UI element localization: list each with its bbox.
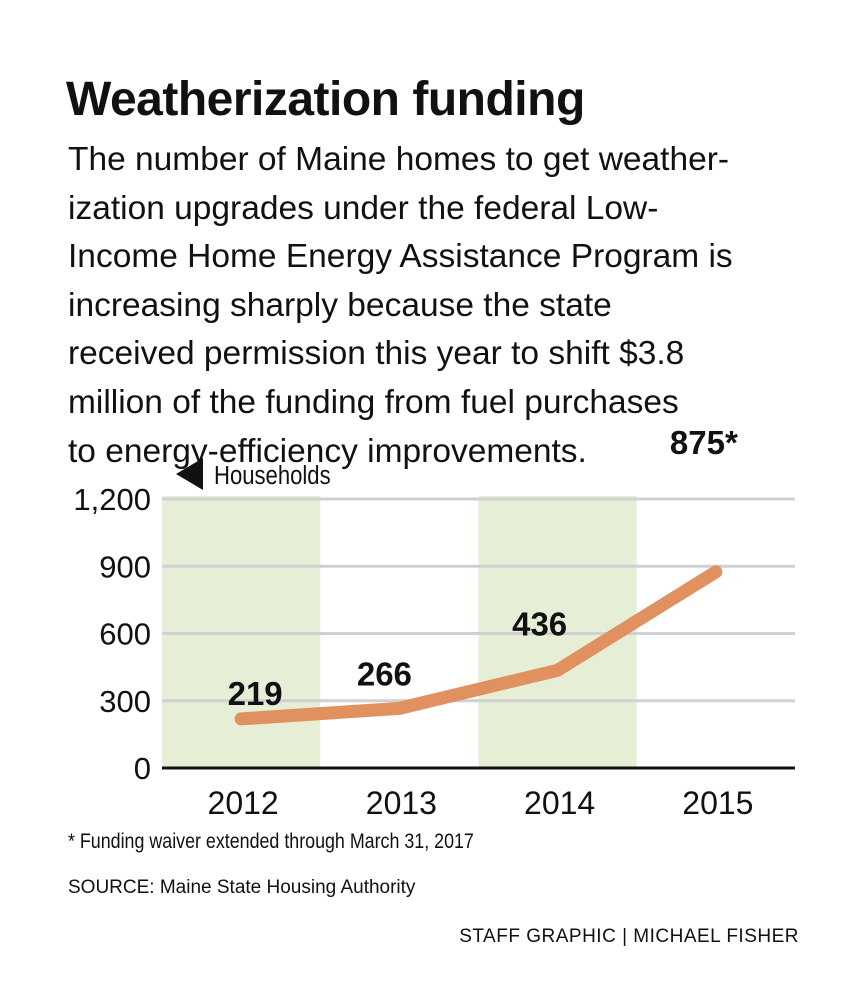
chart-title: Weatherization funding — [66, 73, 585, 126]
data-label: 219 — [228, 675, 283, 712]
data-label: 436 — [512, 605, 567, 642]
footnote: * Funding waiver extended through March … — [68, 830, 474, 853]
y-tick-label: 900 — [99, 549, 151, 584]
description-line: million of the funding from fuel purchas… — [68, 383, 679, 421]
data-label: 266 — [357, 655, 412, 692]
data-label: 875* — [670, 424, 738, 461]
y-tick-label: 1,200 — [73, 482, 151, 517]
description-line: to energy-efficiency improvements. — [68, 432, 587, 470]
arrow-left-icon — [176, 458, 203, 490]
x-tick-label: 2015 — [682, 785, 753, 821]
y-tick-label: 0 — [134, 751, 151, 786]
chart-description: The number of Maine homes to get weather… — [68, 136, 828, 476]
x-tick-label: 2013 — [366, 785, 437, 821]
description-line: The number of Maine homes to get weather… — [68, 141, 730, 178]
description-line: ization upgrades under the federal Low- — [68, 189, 659, 227]
x-tick-label: 2014 — [524, 785, 595, 821]
y-axis-label: Households — [214, 461, 331, 490]
y-tick-label: 600 — [99, 617, 151, 652]
source-note: SOURCE: Maine State Housing Authority — [68, 877, 416, 898]
description-line: increasing sharply because the state — [68, 286, 612, 324]
description-line: Income Home Energy Assistance Program is — [68, 238, 733, 276]
credit: STAFF GRAPHIC | MICHAEL FISHER — [459, 926, 799, 947]
x-tick-label: 2012 — [208, 785, 279, 821]
data-line — [234, 565, 723, 726]
y-tick-label: 300 — [99, 684, 151, 719]
description-line: received permission this year to shift $… — [68, 335, 685, 373]
